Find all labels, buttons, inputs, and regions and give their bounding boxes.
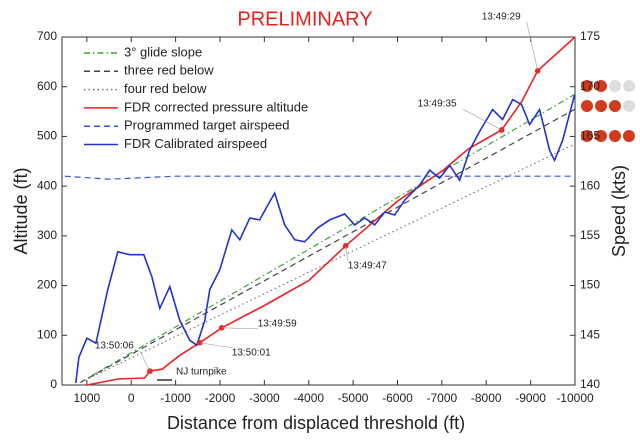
annotation-label: 13:49:59	[258, 318, 297, 329]
y-tick-label: 500	[37, 129, 57, 143]
series-line	[79, 93, 576, 384]
note: NJ turnpike	[176, 367, 227, 378]
y2-tick-label: 140	[580, 377, 600, 391]
y2-tick-label: 155	[580, 228, 600, 242]
annotation-label: 13:50:06	[95, 341, 134, 352]
y-tick-label: 300	[37, 228, 57, 242]
x-tick-label: -6000	[382, 391, 413, 405]
annotation-leader	[199, 342, 232, 349]
annotation-label: 13:49:47	[348, 260, 387, 271]
papi-lights	[581, 80, 635, 142]
series-line	[75, 94, 576, 384]
y-tick-label: 200	[37, 278, 57, 292]
annotation-label: 13:50:01	[232, 347, 271, 358]
y-tick-label: 400	[37, 178, 57, 192]
annotation-label: 13:49:35	[418, 99, 457, 110]
x-tick-label: 0	[128, 391, 135, 405]
annotation-leader	[139, 350, 151, 372]
y-tick-label: 0	[50, 377, 57, 391]
x-tick-label: -7000	[427, 391, 458, 405]
legend-label: Programmed target airspeed	[124, 118, 289, 133]
series-line	[86, 36, 576, 386]
y-tick-label: 600	[37, 79, 57, 93]
x-tick-label: 1000	[73, 391, 100, 405]
y2-tick-label: 170	[580, 79, 600, 93]
x-tick-label: -5000	[338, 391, 369, 405]
annotation-label: 13:49:29	[482, 11, 521, 22]
series-line	[64, 175, 575, 180]
y-tick-label: 100	[37, 327, 57, 341]
legend-label: four red below	[124, 81, 207, 96]
annotation-point	[498, 127, 505, 133]
annotation-leader	[462, 108, 502, 131]
annotation-leader	[526, 21, 539, 71]
plot-frame	[61, 36, 576, 386]
y2-tick-label: 160	[580, 178, 600, 192]
x-tick-label: -8000	[471, 391, 502, 405]
x-tick-label: -3000	[249, 391, 280, 405]
x-tick-label: -1000	[160, 391, 191, 405]
chart-title: PRELIMINARY	[237, 8, 372, 30]
y2-tick-label: 145	[580, 327, 600, 341]
y2-tick-label: 165	[580, 129, 600, 143]
x-tick-label: -10000	[556, 391, 594, 405]
y2-tick-label: 175	[580, 29, 600, 43]
y-tick-label: 700	[37, 29, 57, 43]
x-tick-label: -2000	[205, 391, 236, 405]
y2-tick-label: 150	[580, 278, 600, 292]
x-axis-title: Distance from displaced threshold (ft)	[167, 413, 465, 433]
legend-label: three red below	[124, 63, 214, 78]
annotation-leader	[221, 327, 258, 330]
y2-axis-title: Speed (kts)	[609, 165, 629, 257]
series-line	[79, 108, 576, 384]
x-tick-label: -4000	[293, 391, 324, 405]
y-axis-title: Altitude (ft)	[11, 167, 31, 254]
legend-label: 3° glide slope	[124, 44, 202, 59]
legend-label: FDR Calibrated airspeed	[124, 136, 267, 151]
x-tick-label: -9000	[515, 391, 546, 405]
annotation-point	[147, 368, 153, 374]
legend-label: FDR corrected pressure altitude	[124, 99, 308, 114]
annotation-leader	[345, 245, 349, 261]
